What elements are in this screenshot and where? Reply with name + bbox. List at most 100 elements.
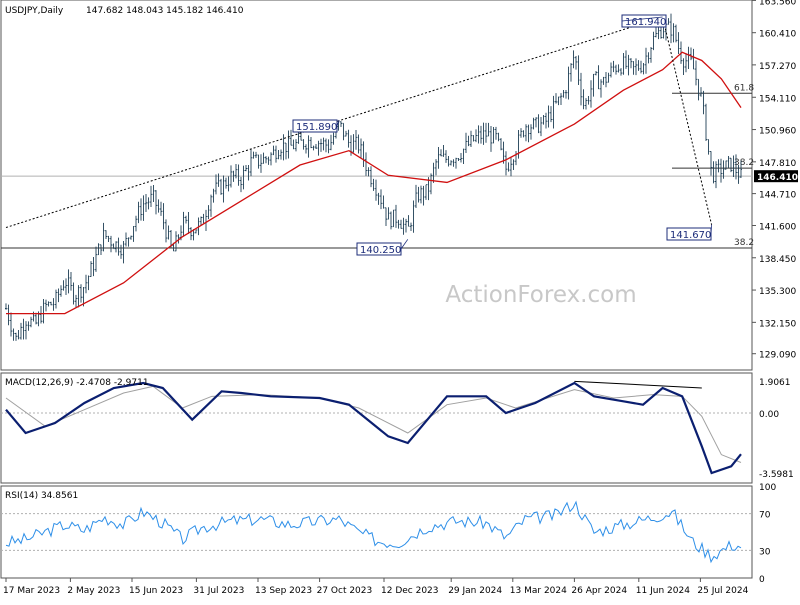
- price-bar: [112, 243, 115, 250]
- price-bar: [252, 151, 255, 159]
- price-bar: [215, 174, 217, 195]
- price-bar: [642, 62, 645, 75]
- price-bar: [515, 151, 517, 166]
- price-bar: [450, 160, 452, 166]
- macd-y-tick-label: 1.9061: [759, 378, 791, 388]
- price-bar: [647, 52, 650, 64]
- x-tick-label: 17 Mar 2023: [3, 586, 60, 596]
- price-bar: [200, 216, 202, 226]
- price-bar: [690, 47, 692, 61]
- price-bar: [715, 161, 717, 189]
- price-bar: [225, 177, 227, 189]
- price-bar: [492, 126, 495, 144]
- price-bar: [695, 60, 697, 86]
- price-bar: [547, 105, 550, 128]
- price-bar: [540, 117, 542, 137]
- price-bar: [635, 58, 637, 76]
- price-bar: [52, 298, 55, 311]
- price-bar: [687, 46, 690, 69]
- price-bar: [17, 330, 20, 340]
- price-bar: [155, 190, 157, 215]
- price-bar: [565, 89, 567, 99]
- price-bar: [292, 139, 295, 150]
- macd-y-tick-label: 0.00: [759, 410, 779, 420]
- price-bar: [367, 167, 370, 177]
- price-bar: [485, 122, 487, 143]
- price-bar: [570, 63, 572, 82]
- price-annotation-label: 161.940: [625, 17, 666, 28]
- price-bar: [395, 204, 397, 228]
- price-bar: [622, 52, 625, 75]
- price-bar: [722, 160, 725, 179]
- rsi-y-tick-label: 30: [759, 547, 771, 557]
- price-bar: [352, 134, 355, 153]
- price-bar: [60, 285, 62, 297]
- price-bar: [27, 321, 30, 331]
- price-bar: [117, 237, 120, 256]
- price-bar: [307, 135, 310, 158]
- price-bar: [127, 237, 130, 247]
- trend-line-decline: [662, 16, 713, 225]
- price-bar: [312, 145, 315, 151]
- price-bar: [177, 234, 180, 244]
- price-bar: [465, 132, 467, 154]
- price-bar: [47, 301, 50, 307]
- price-bar: [447, 156, 450, 167]
- price-bar: [152, 185, 155, 203]
- price-bar: [327, 139, 330, 154]
- price-bar: [22, 318, 25, 340]
- price-bar: [392, 209, 395, 228]
- price-bar: [607, 72, 610, 83]
- price-annotation-label: 141.670: [670, 230, 711, 241]
- price-bar: [230, 165, 232, 188]
- price-bar: [102, 222, 105, 252]
- price-bar: [95, 246, 97, 272]
- fib-level-label: 38.2: [734, 158, 754, 168]
- price-bar: [57, 288, 60, 303]
- price-bar: [290, 129, 292, 146]
- price-bar: [477, 125, 480, 144]
- price-bar: [87, 275, 90, 291]
- price-bar: [520, 128, 522, 138]
- price-bar: [737, 165, 740, 184]
- price-bar: [207, 205, 210, 220]
- y-tick-label: 157.270: [759, 62, 796, 72]
- price-bar: [105, 230, 107, 240]
- price-bar: [507, 162, 510, 172]
- price-bar: [35, 312, 37, 325]
- price-bar: [195, 229, 197, 234]
- price-bar: [65, 278, 67, 296]
- rsi-title: RSI(14) 34.8561: [5, 491, 78, 501]
- price-bar: [42, 299, 45, 324]
- chart-symbol: USDJPY,Daily: [5, 6, 64, 16]
- x-tick-label: 25 Jul 2024: [697, 586, 748, 596]
- price-bar: [67, 269, 70, 294]
- price-bar: [717, 159, 720, 173]
- x-tick-label: 29 Jan 2024: [448, 586, 502, 596]
- price-bar: [62, 280, 65, 291]
- current-price-box: [754, 170, 798, 183]
- price-bar: [530, 124, 532, 140]
- price-bar: [415, 184, 417, 209]
- price-bar: [400, 219, 402, 229]
- price-bar: [45, 299, 47, 312]
- price-bar: [550, 106, 552, 123]
- price-bar: [362, 141, 365, 168]
- price-bar: [662, 25, 665, 39]
- price-bar: [217, 173, 220, 187]
- y-tick-label: 163.560: [759, 0, 796, 7]
- macd-divergence-line: [574, 380, 702, 389]
- price-bar: [572, 50, 575, 69]
- price-bar: [600, 79, 602, 98]
- price-bar: [707, 139, 710, 155]
- price-bar: [697, 78, 700, 101]
- price-bar: [40, 306, 42, 324]
- rsi-y-tick-label: 100: [759, 483, 776, 493]
- price-bar: [652, 31, 655, 51]
- price-bar: [295, 139, 297, 152]
- price-bar: [710, 150, 712, 176]
- price-bar: [240, 176, 242, 193]
- price-bar: [630, 58, 632, 69]
- price-bar: [410, 222, 412, 231]
